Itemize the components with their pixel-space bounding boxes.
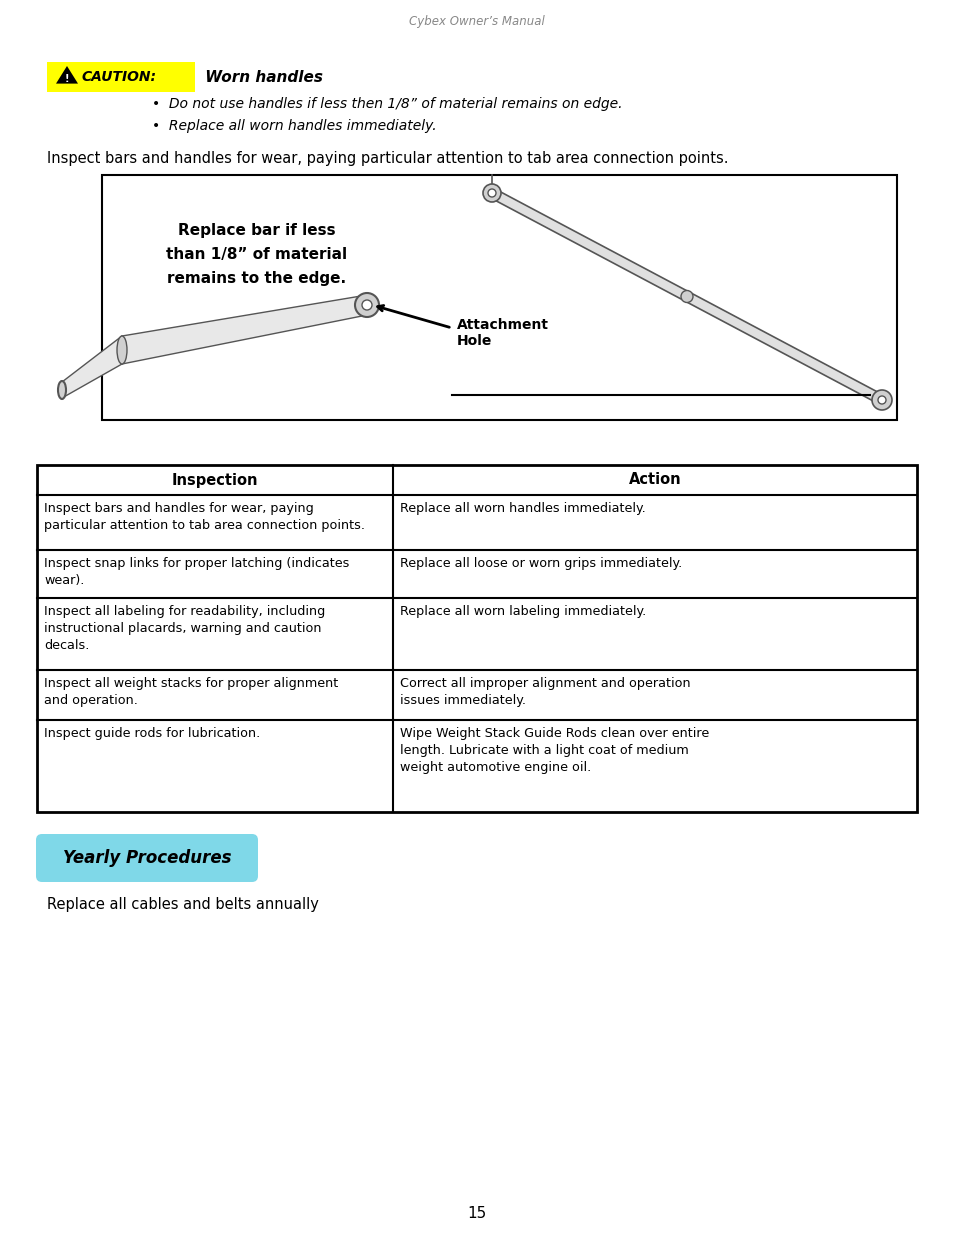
Text: Yearly Procedures: Yearly Procedures: [63, 848, 231, 867]
Polygon shape: [122, 295, 367, 364]
Text: Replace all loose or worn grips immediately.: Replace all loose or worn grips immediat…: [400, 557, 682, 571]
Text: •  Replace all worn handles immediately.: • Replace all worn handles immediately.: [152, 119, 436, 133]
Text: Inspect bars and handles for wear, paying
particular attention to tab area conne: Inspect bars and handles for wear, payin…: [44, 501, 365, 532]
Polygon shape: [56, 65, 78, 84]
Circle shape: [355, 293, 378, 317]
Bar: [37, 466, 916, 811]
Text: Inspect all weight stacks for proper alignment
and operation.: Inspect all weight stacks for proper ali…: [44, 677, 338, 706]
Text: Worn handles: Worn handles: [200, 69, 323, 84]
Text: remains to the edge.: remains to the edge.: [168, 270, 346, 285]
Text: Wipe Weight Stack Guide Rods clean over entire
length. Lubricate with a light co: Wipe Weight Stack Guide Rods clean over …: [400, 727, 709, 774]
Text: CAUTION:: CAUTION:: [82, 70, 157, 84]
Text: Inspect bars and handles for wear, paying particular attention to tab area conne: Inspect bars and handles for wear, payin…: [47, 151, 728, 165]
Text: Inspect guide rods for lubrication.: Inspect guide rods for lubrication.: [44, 727, 260, 740]
Polygon shape: [62, 336, 122, 398]
FancyBboxPatch shape: [36, 834, 257, 882]
Bar: [47, 62, 194, 91]
Polygon shape: [489, 189, 883, 404]
Text: •  Do not use handles if less then 1/8” of material remains on edge.: • Do not use handles if less then 1/8” o…: [152, 98, 622, 111]
Circle shape: [482, 184, 500, 203]
Text: Replace bar if less: Replace bar if less: [178, 222, 335, 237]
Circle shape: [680, 290, 692, 303]
Text: Inspect snap links for proper latching (indicates
wear).: Inspect snap links for proper latching (…: [44, 557, 349, 587]
Text: Correct all improper alignment and operation
issues immediately.: Correct all improper alignment and opera…: [400, 677, 690, 706]
Text: Inspect all labeling for readability, including
instructional placards, warning : Inspect all labeling for readability, in…: [44, 605, 325, 652]
Circle shape: [488, 189, 496, 198]
Text: than 1/8” of material: than 1/8” of material: [166, 247, 347, 262]
Ellipse shape: [117, 336, 127, 364]
Ellipse shape: [58, 382, 66, 399]
Text: Replace all worn handles immediately.: Replace all worn handles immediately.: [400, 501, 645, 515]
Text: 15: 15: [467, 1205, 486, 1220]
Circle shape: [871, 390, 891, 410]
Bar: [37, 466, 916, 811]
Circle shape: [877, 396, 885, 404]
Circle shape: [361, 300, 372, 310]
Text: Attachment
Hole: Attachment Hole: [456, 317, 548, 348]
Bar: [102, 175, 896, 420]
Text: !: !: [65, 74, 70, 84]
Text: Inspection: Inspection: [172, 473, 258, 488]
Text: Action: Action: [628, 473, 680, 488]
Text: Cybex Owner’s Manual: Cybex Owner’s Manual: [409, 16, 544, 28]
Text: Replace all cables and belts annually: Replace all cables and belts annually: [47, 898, 318, 913]
Text: Replace all worn labeling immediately.: Replace all worn labeling immediately.: [400, 605, 646, 618]
